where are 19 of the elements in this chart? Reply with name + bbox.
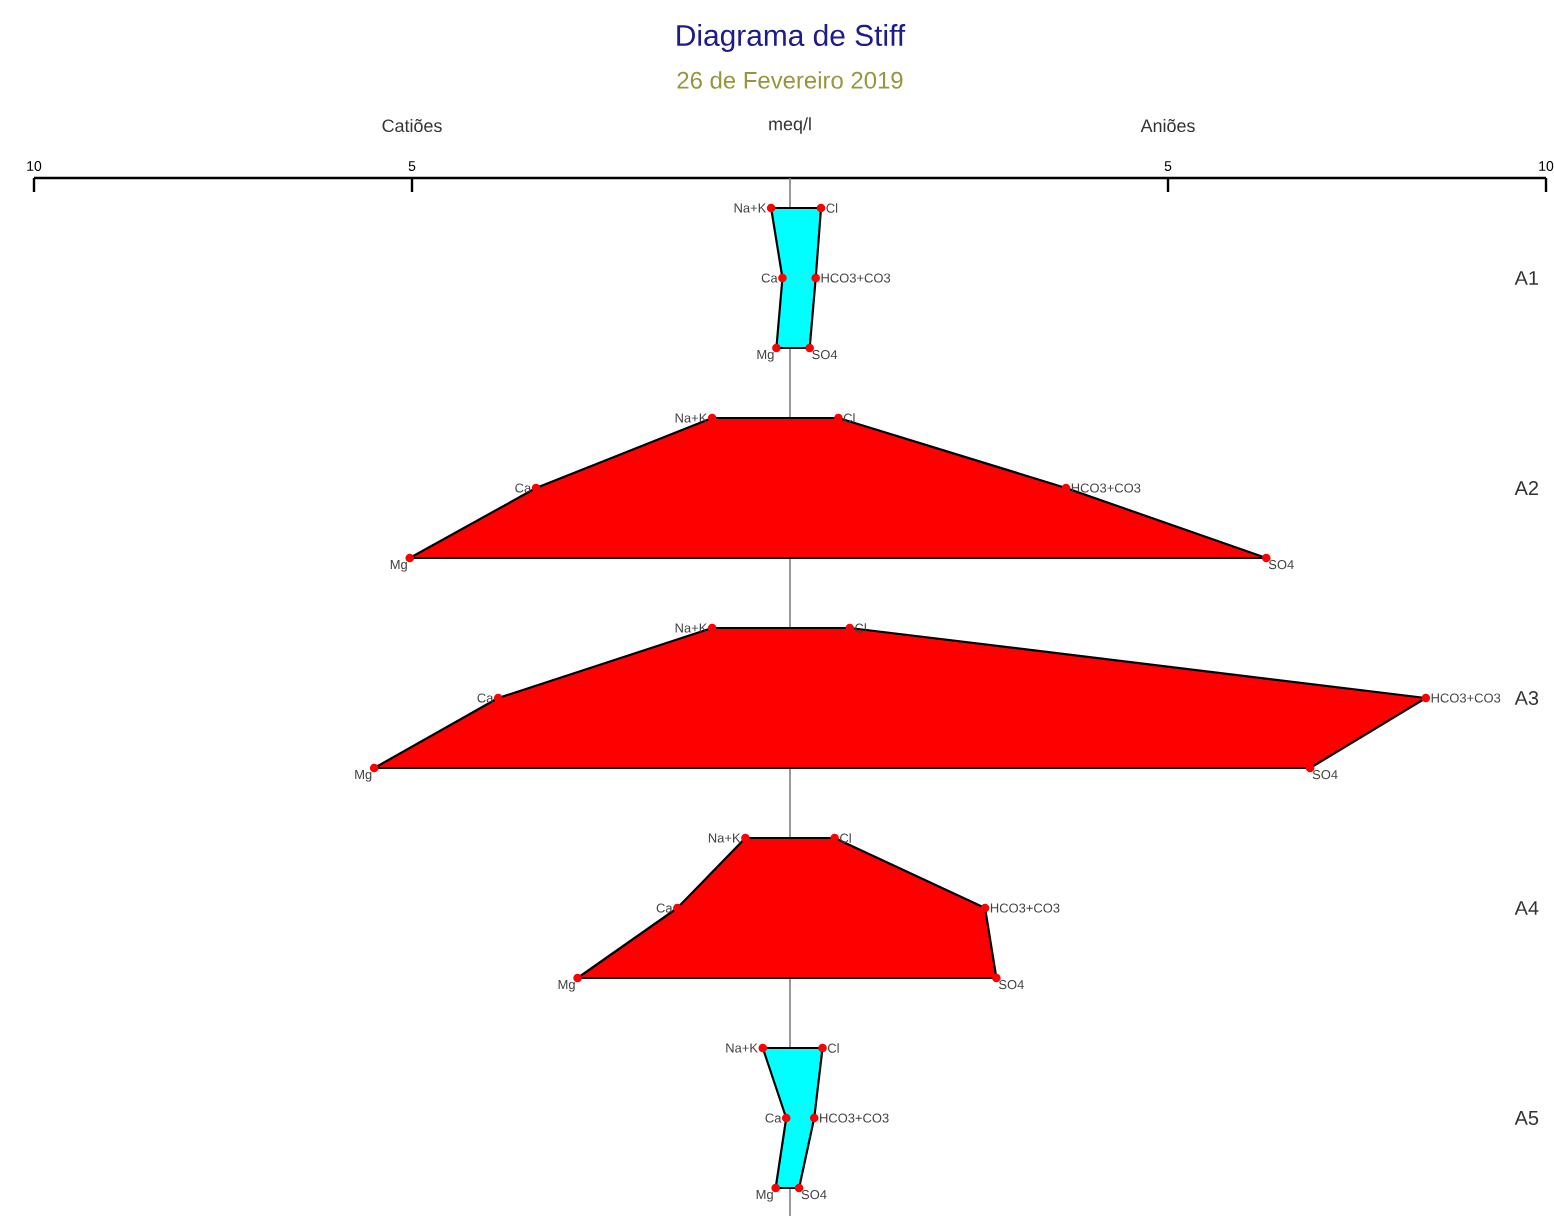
annotation: A3 (1514, 690, 1539, 706)
annotation: A1 (1514, 271, 1539, 285)
annotation: A5 (1514, 1111, 1539, 1125)
point (405, 553, 415, 563)
point (1262, 553, 1271, 563)
x-axis-title: meq/l (769, 117, 811, 134)
point (673, 903, 682, 913)
point (1421, 693, 1431, 703)
point (980, 903, 990, 913)
chart-subtitle: 26 de Fevereiro 2019 (677, 71, 903, 89)
annotation: A2 (1514, 481, 1538, 495)
text: Aniões (1140, 118, 1195, 133)
text: Catiões (382, 118, 442, 133)
annotation: A4 (1514, 901, 1539, 915)
point (369, 763, 379, 773)
point (741, 833, 750, 843)
chart-title: Diagrama de Stiff (677, 24, 906, 52)
point (992, 973, 1001, 983)
point (573, 973, 582, 983)
